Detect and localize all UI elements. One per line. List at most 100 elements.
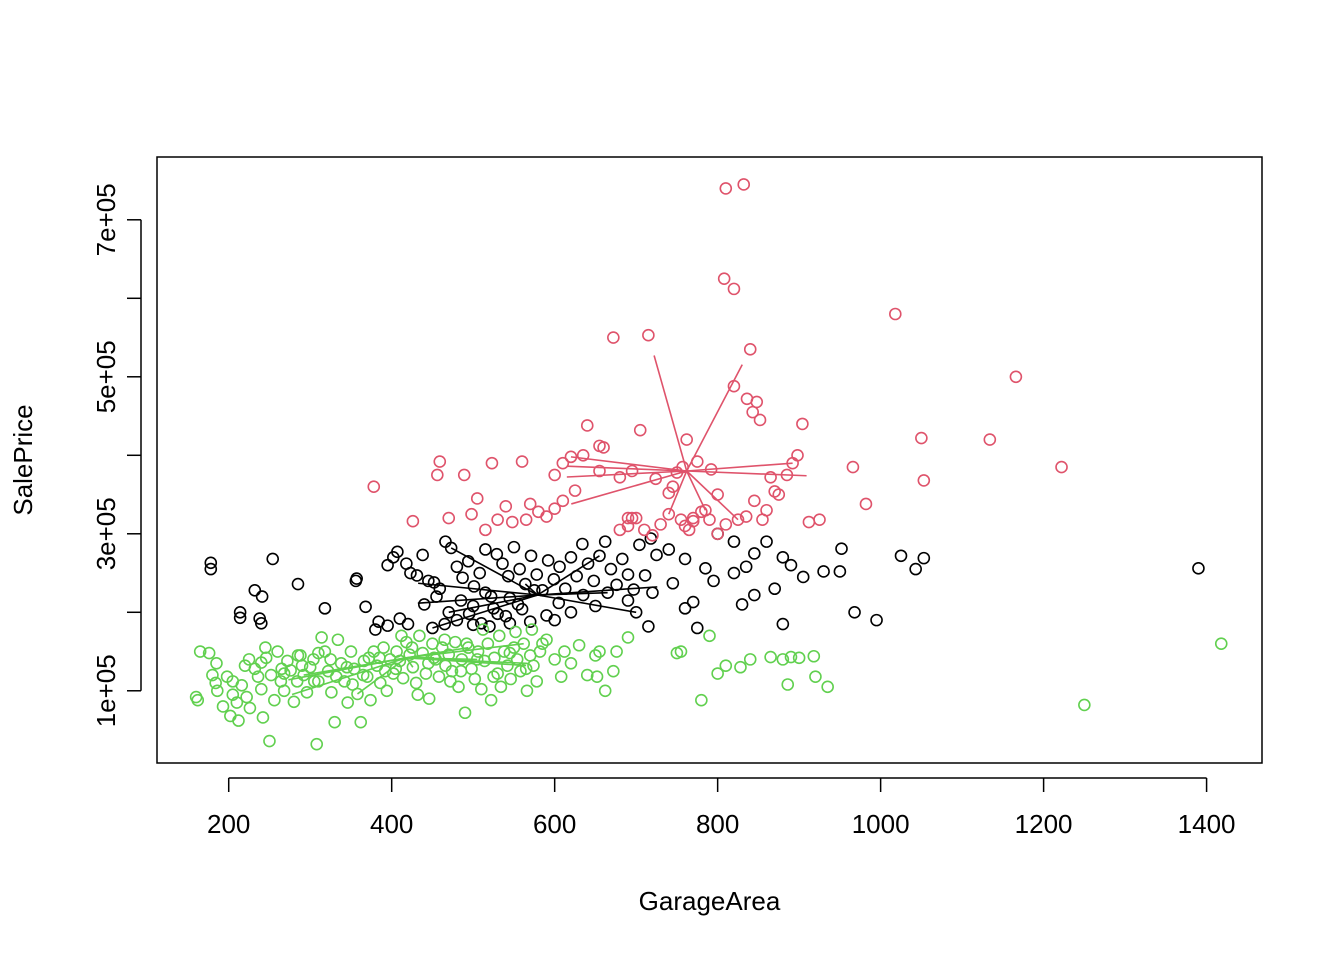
- cluster-green-point: [781, 678, 795, 691]
- cluster-green-point: [554, 670, 568, 683]
- cluster-black-point: [401, 617, 415, 631]
- cluster-black-point: [467, 580, 481, 593]
- cluster-black-point: [417, 598, 431, 611]
- cluster-black-point: [204, 562, 218, 576]
- cluster-green-point: [764, 650, 777, 664]
- cluster-black-point: [393, 612, 407, 625]
- cluster-green-point: [329, 670, 343, 683]
- cluster-green-point: [520, 684, 534, 698]
- cluster-red-point: [731, 513, 745, 526]
- cluster-red-point: [505, 515, 519, 529]
- cluster-black-point: [487, 602, 500, 615]
- cluster-red-spoke: [668, 470, 688, 515]
- cluster-green-point: [411, 688, 425, 702]
- cluster-black-point: [501, 569, 515, 583]
- x-tick-label: 800: [696, 809, 739, 839]
- cluster-green-point: [340, 660, 354, 674]
- cluster-green-point: [503, 646, 517, 660]
- cluster-green-point: [378, 664, 392, 678]
- cluster-black-point: [662, 543, 676, 556]
- cluster-green-point: [442, 648, 456, 661]
- cluster-black-point: [233, 605, 247, 619]
- cluster-red-point: [465, 507, 478, 521]
- cluster-black-point: [381, 558, 394, 572]
- cluster-black-point: [642, 620, 655, 633]
- cluster-green-point: [517, 637, 531, 650]
- cluster-red-point: [556, 456, 570, 470]
- cluster-green-point: [263, 734, 276, 748]
- cluster-green-spoke: [303, 657, 407, 676]
- cluster-red-point: [690, 455, 704, 468]
- cluster-black-point: [558, 582, 572, 596]
- cluster-green-point: [514, 664, 527, 678]
- cluster-red-point: [1055, 460, 1068, 474]
- cluster-red-point: [580, 419, 594, 432]
- cluster-green-point: [193, 645, 207, 658]
- cluster-red-spoke: [685, 470, 707, 511]
- cluster-green-point: [396, 671, 410, 685]
- cluster-black-point: [678, 602, 692, 615]
- cluster-black-point: [496, 557, 509, 570]
- cluster-black-point: [650, 548, 663, 562]
- cluster-green-point: [719, 659, 733, 672]
- cluster-green-point: [501, 659, 514, 672]
- cluster-green-point: [341, 696, 354, 709]
- cluster-red-point: [568, 484, 582, 497]
- cluster-green-point: [255, 656, 268, 669]
- x-tick-label: 200: [207, 809, 250, 839]
- cluster-black-point: [499, 609, 513, 623]
- cluster-black-point: [456, 571, 469, 585]
- cluster-black-point: [835, 542, 848, 556]
- cluster-green-point: [248, 662, 262, 676]
- cluster-green-point: [536, 637, 549, 650]
- cluster-green-point: [593, 645, 606, 658]
- cluster-green-point: [572, 638, 586, 652]
- cluster-red-point: [629, 511, 643, 525]
- y-tick-label: 7e+05: [91, 183, 121, 256]
- cluster-black-point: [475, 616, 488, 630]
- cluster-red-point: [753, 413, 767, 427]
- cluster-black-point: [796, 570, 810, 584]
- cluster-green-point: [621, 631, 635, 644]
- cluster-black-point: [511, 598, 525, 611]
- cluster-black-point: [466, 618, 480, 632]
- cluster-green-point: [259, 641, 272, 654]
- cluster-red-point: [607, 331, 620, 344]
- cluster-green-point: [290, 675, 304, 688]
- cluster-black-point: [760, 535, 773, 548]
- cluster-black-point: [523, 615, 537, 629]
- cluster-red-point: [717, 272, 731, 285]
- cluster-black-point: [870, 613, 883, 627]
- cluster-red-point: [813, 513, 826, 526]
- cluster-red-point: [727, 379, 741, 393]
- cluster-black-point: [490, 547, 504, 561]
- cluster-black-point: [894, 549, 908, 563]
- cluster-green-point: [230, 696, 244, 709]
- cluster-red-point: [666, 480, 680, 493]
- cluster-red-point: [704, 463, 718, 476]
- cluster-green-point: [405, 641, 419, 654]
- cluster-green-point: [455, 653, 469, 666]
- y-tick-label: 5e+05: [91, 340, 121, 413]
- cluster-black-point: [547, 573, 561, 586]
- cluster-green-point: [202, 646, 216, 660]
- cluster-red-spoke: [685, 364, 743, 472]
- cluster-green-point: [821, 680, 834, 694]
- cluster-red-point: [485, 456, 499, 470]
- cluster-red-point: [743, 343, 757, 356]
- cluster-red-point: [515, 455, 529, 468]
- cluster-green-point: [240, 690, 253, 704]
- cluster-red-point: [457, 468, 471, 482]
- cluster-green-point: [525, 623, 539, 636]
- cluster-green-point: [277, 667, 291, 680]
- cluster-green-point: [792, 651, 806, 665]
- cluster-black-spoke: [537, 586, 658, 596]
- x-axis: 200 400 600 800 1000 1200 1400: [207, 777, 1236, 839]
- cluster-green-point: [475, 682, 488, 696]
- cluster-red-point: [638, 523, 651, 537]
- cluster-green-point: [297, 668, 310, 682]
- cluster-red-point: [1009, 370, 1023, 384]
- cluster-green-point: [589, 649, 602, 662]
- x-tick-label: 1000: [852, 809, 910, 839]
- cluster-green-point: [743, 653, 757, 666]
